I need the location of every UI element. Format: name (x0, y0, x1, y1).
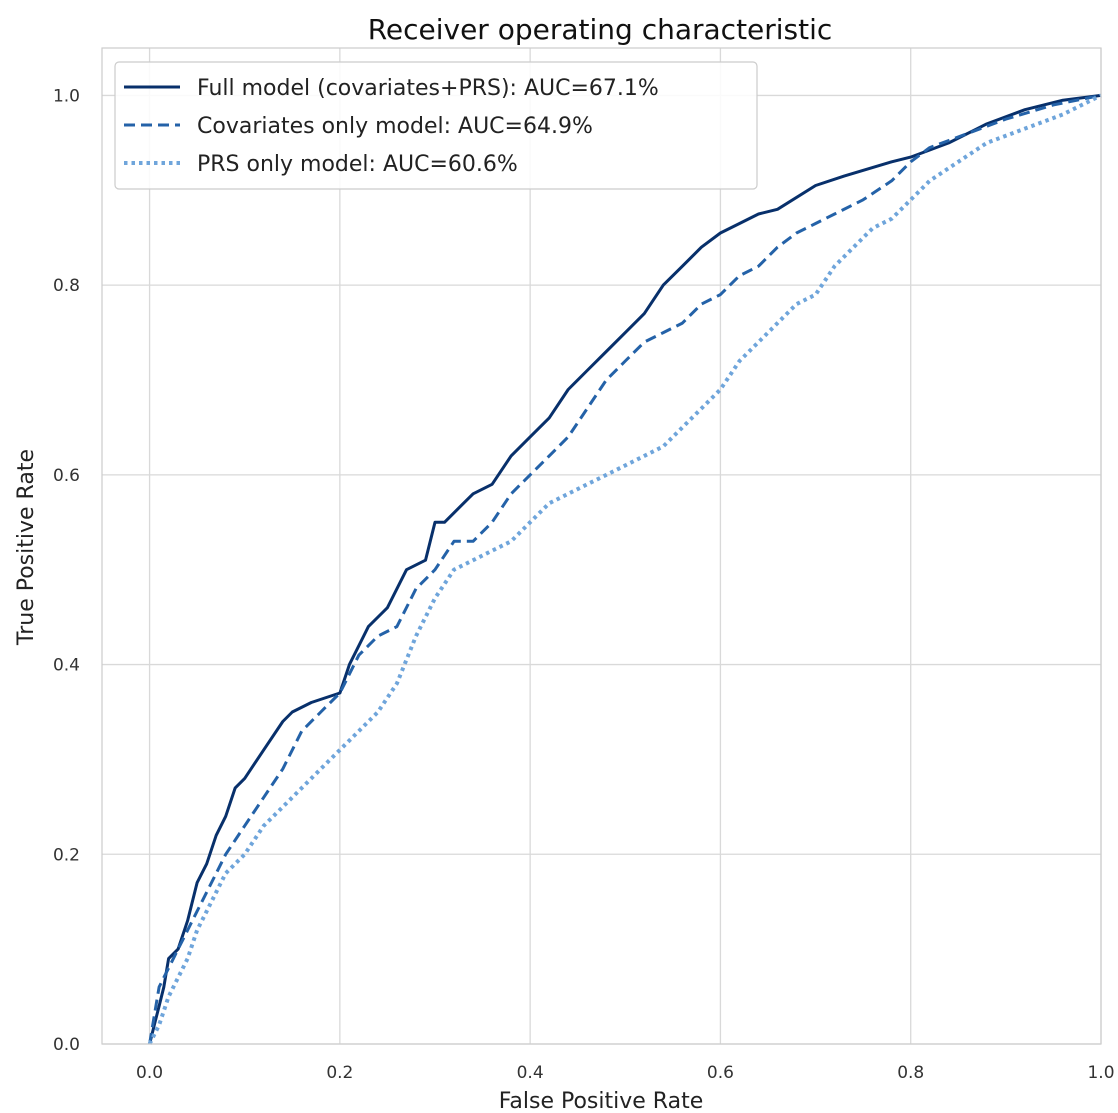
x-tick-label: 0.4 (517, 1063, 544, 1083)
x-tick-label: 0.6 (707, 1063, 734, 1083)
y-tick-label: 0.0 (53, 1035, 80, 1055)
plot-background (102, 48, 1101, 1044)
series-layer (147, 93, 1102, 1045)
y-axis-label: True Positive Rate (14, 449, 39, 646)
y-tick-label: 0.2 (53, 845, 80, 865)
series-line-covariates-only (148, 93, 1102, 1045)
x-axis-label: False Positive Rate (499, 1089, 703, 1113)
plot-area (101, 47, 1102, 1045)
y-tick-label: 0.6 (53, 466, 80, 486)
x-tick-label: 0.2 (326, 1063, 353, 1083)
series-line-full-model (148, 93, 1102, 1045)
legend-label: PRS only model: AUC=60.6% (197, 152, 518, 177)
legend-label: Full model (covariates+PRS): AUC=67.1% (197, 76, 659, 101)
legend: Full model (covariates+PRS): AUC=67.1% Co… (114, 61, 758, 190)
series-line-prs-only (147, 93, 1102, 1045)
y-tick-label: 0.8 (53, 276, 80, 296)
chart-title: Receiver operating characteristic (368, 13, 833, 46)
plot-frame (101, 47, 1102, 1045)
legend-box (114, 61, 758, 190)
legend-label: Covariates only model: AUC=64.9% (197, 114, 593, 139)
x-tick-label: 1.0 (1087, 1063, 1114, 1083)
x-tick-label: 0.8 (897, 1063, 924, 1083)
y-tick-label: 0.4 (53, 656, 80, 676)
x-tick-labels: 0.0 0.2 0.4 0.6 0.8 1.0 (136, 1063, 1114, 1083)
legend-items: Full model (covariates+PRS): AUC=67.1% Co… (124, 76, 659, 177)
y-tick-label: 1.0 (53, 86, 80, 106)
y-tick-labels: 0.0 0.2 0.4 0.6 0.8 1.0 (53, 86, 80, 1055)
x-tick-label: 0.0 (136, 1063, 163, 1083)
